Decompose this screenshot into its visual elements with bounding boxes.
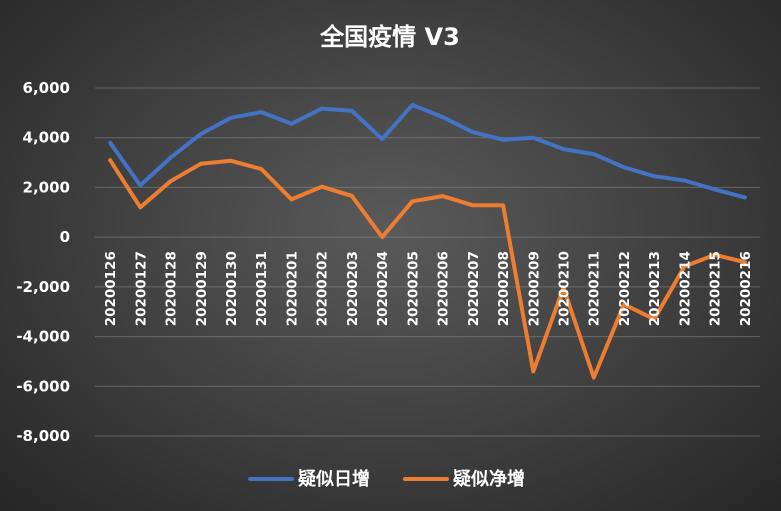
x-tick-label: 20200215	[708, 251, 724, 326]
series-lines	[108, 102, 747, 380]
series-line-1	[108, 102, 747, 200]
chart-title: 全国疫情 V3	[319, 23, 460, 51]
y-tick-label: 0	[60, 228, 70, 246]
legend: 疑似日增 疑似净增	[248, 468, 525, 490]
x-tick-label: 20200210	[557, 251, 573, 326]
x-tick-label: 20200209	[526, 251, 542, 326]
x-tick-label: 20200205	[405, 251, 421, 326]
x-tick-label: 20200211	[587, 251, 603, 326]
x-tick-label: 20200214	[677, 251, 693, 326]
x-tick-label: 20200212	[617, 251, 633, 326]
x-tick-label: 20200131	[254, 251, 270, 326]
y-tick-label: -6,000	[16, 377, 70, 395]
legend-label: 疑似日增	[298, 468, 370, 490]
x-tick-label: 20200130	[224, 251, 240, 326]
y-axis-ticks: 6,000 4,000 2,000 0 -2,000 -4,000 -6,000 -8,000	[16, 79, 70, 445]
y-tick-label: -8,000	[16, 427, 70, 445]
x-tick-label: 20200207	[466, 251, 482, 326]
gridlines	[95, 87, 760, 437]
y-tick-label: 6,000	[23, 79, 70, 97]
y-tick-label: -2,000	[16, 278, 70, 296]
x-tick-label: 20200206	[436, 251, 452, 326]
legend-label: 疑似净增	[453, 468, 525, 490]
y-tick-label: -4,000	[16, 328, 70, 346]
y-tick-label: 2,000	[23, 178, 70, 196]
x-tick-label: 20200208	[496, 251, 512, 326]
x-tick-label: 20200127	[133, 251, 149, 326]
x-tick-label: 20200213	[647, 251, 663, 326]
x-tick-label: 20200201	[284, 251, 300, 326]
x-tick-label: 20200128	[164, 251, 180, 326]
x-tick-label: 20200129	[194, 251, 210, 326]
x-axis-ticks: 20200126 20200127 20200128 20200129 20200130…	[103, 251, 754, 326]
y-tick-label: 4,000	[23, 129, 70, 147]
x-tick-label: 20200202	[315, 251, 331, 326]
series-line-2	[108, 158, 747, 380]
x-tick-label: 20200203	[345, 251, 361, 326]
x-tick-label: 20200126	[103, 251, 119, 326]
x-tick-label: 20200216	[738, 251, 754, 326]
x-tick-label: 20200204	[375, 251, 391, 326]
